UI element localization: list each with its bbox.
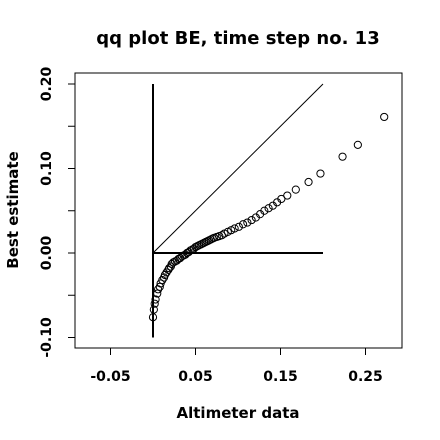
data-point xyxy=(338,152,347,161)
data-point xyxy=(151,295,160,304)
x-tick-label: 0.15 xyxy=(263,369,298,385)
y-tick-label: 0.00 xyxy=(39,235,55,270)
data-point xyxy=(260,206,269,215)
reference-lines xyxy=(152,83,324,338)
data-point xyxy=(264,204,273,213)
x-tick-label: 0.05 xyxy=(178,369,213,385)
y-tick-label: 0.20 xyxy=(39,66,55,101)
data-point xyxy=(230,224,239,233)
data-point xyxy=(316,169,325,178)
data-point xyxy=(291,185,300,194)
x-tick-label: 0.25 xyxy=(348,369,383,385)
data-point xyxy=(239,220,248,229)
data-point xyxy=(380,112,389,122)
x-axis: -0.05 0.05 0.15 0.25 xyxy=(90,347,383,385)
y-tick-label: -0.10 xyxy=(39,317,55,358)
data-point xyxy=(158,275,167,285)
y-axis: -0.10 0.00 0.10 0.20 xyxy=(39,66,76,358)
y-axis-label: Best estimate xyxy=(4,151,22,268)
data-point xyxy=(243,218,252,227)
data-point xyxy=(149,305,158,314)
plot-frame xyxy=(74,72,403,349)
x-tick-label: -0.05 xyxy=(90,369,130,385)
x-axis-label: Altimeter data xyxy=(177,404,300,422)
data-point xyxy=(217,231,226,240)
data-point xyxy=(234,222,243,231)
data-point xyxy=(353,140,362,149)
reference-line-identity xyxy=(152,83,324,254)
data-point xyxy=(247,215,256,225)
data-point xyxy=(165,264,174,273)
data-point xyxy=(283,191,292,200)
data-point xyxy=(162,268,171,277)
chart-title: qq plot BE, time step no. 13 xyxy=(96,28,379,49)
data-point xyxy=(304,177,313,187)
data-points xyxy=(148,112,389,322)
y-tick-label: 0.10 xyxy=(39,151,55,186)
data-point xyxy=(150,299,159,308)
data-point xyxy=(277,194,286,204)
